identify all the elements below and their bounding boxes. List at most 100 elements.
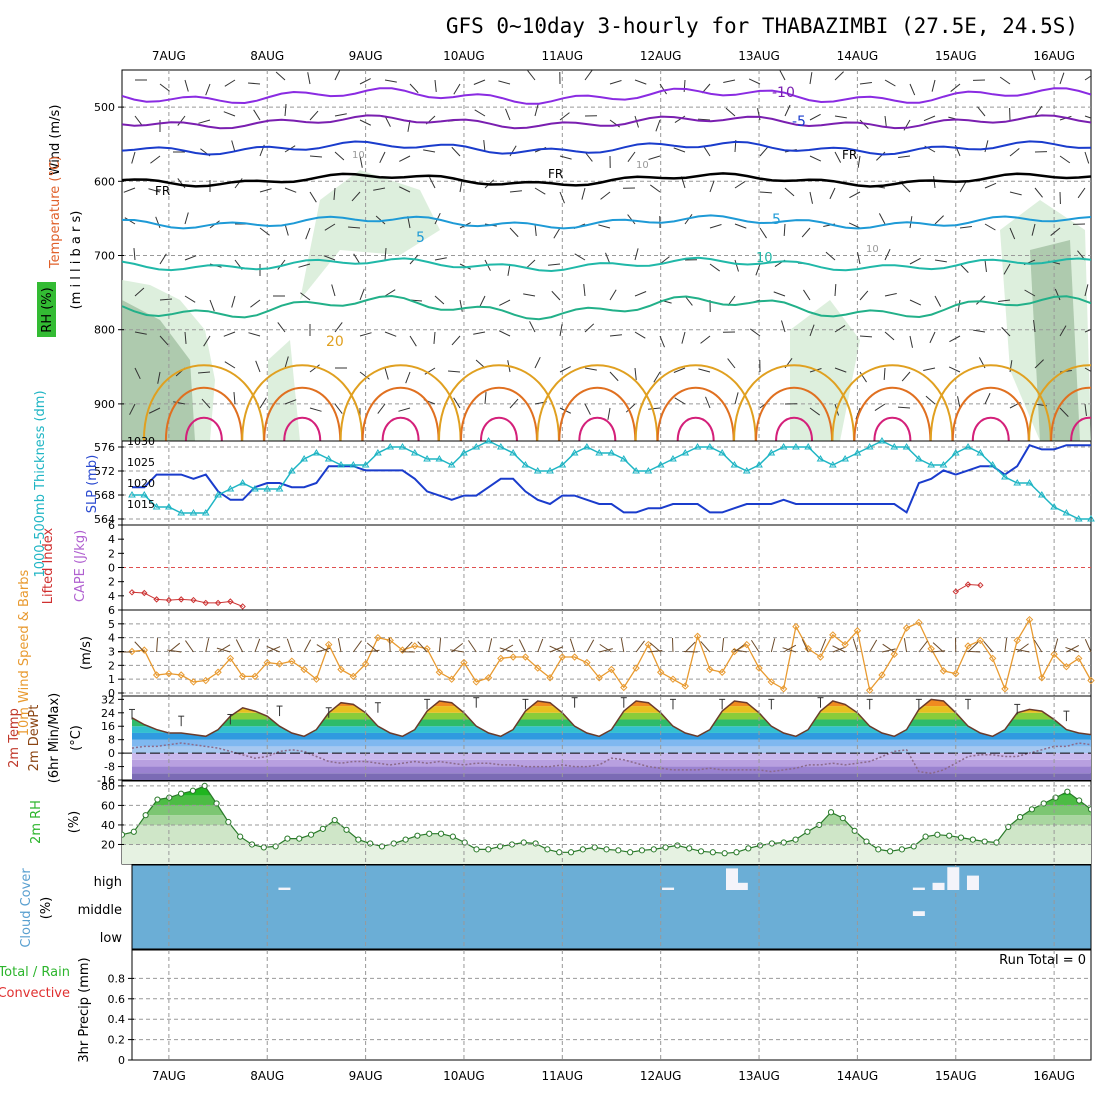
wind-barb xyxy=(801,227,811,238)
upper-temp-label: Temperature (°C) xyxy=(48,156,63,269)
slp-tick-label: 1030 xyxy=(127,435,155,448)
wind-barb xyxy=(959,263,969,273)
rh-marker xyxy=(922,833,929,840)
wind-barb xyxy=(820,638,827,653)
wind-barb xyxy=(1059,72,1065,85)
precip-total-label: Total / Rain xyxy=(0,965,70,980)
wind-barb xyxy=(609,80,622,85)
wind-speed-marker xyxy=(460,658,468,667)
wind-barb xyxy=(721,638,725,653)
thickness-marker xyxy=(865,443,874,450)
wind-barb xyxy=(584,367,597,371)
wind-barb xyxy=(468,640,477,653)
wind-tick-label: 4 xyxy=(108,632,115,645)
wind-barb xyxy=(177,115,186,126)
wind-barb xyxy=(673,367,686,373)
thickness-marker xyxy=(1001,473,1009,480)
thickness-marker xyxy=(718,449,727,456)
wind-barb xyxy=(934,259,947,263)
cloud-cover-cell xyxy=(278,887,291,890)
wind-barb xyxy=(801,639,809,653)
wind-barb xyxy=(224,361,236,369)
wind-speed-marker xyxy=(656,668,665,676)
wind-speed-marker xyxy=(546,674,554,682)
wind-barb xyxy=(184,212,189,225)
thickness-marker xyxy=(914,455,923,462)
wind-barb xyxy=(959,181,967,193)
wind-barb xyxy=(284,223,289,236)
wind-barb xyxy=(488,638,493,653)
wind-speed-marker xyxy=(288,657,296,665)
wind-speed-marker xyxy=(669,675,677,683)
slp-line xyxy=(132,443,1091,514)
wind-barb xyxy=(976,295,986,305)
wind-speed-marker xyxy=(1050,650,1058,658)
rh-marker xyxy=(355,836,362,843)
wind-barb xyxy=(584,323,595,333)
wind-barb xyxy=(254,638,261,653)
wind-barb xyxy=(523,293,536,297)
wind-barb xyxy=(599,643,612,653)
thickness-marker xyxy=(410,449,419,456)
rh-marker xyxy=(957,834,965,841)
wind-speed-marker xyxy=(189,678,198,686)
thickness-marker xyxy=(251,485,259,492)
wind-barb xyxy=(337,638,342,653)
thickness-marker xyxy=(595,449,604,456)
li-marker xyxy=(128,589,136,596)
rh-marker xyxy=(887,848,894,855)
cloud-cover-cell xyxy=(735,882,748,890)
wind-barb xyxy=(983,640,994,653)
wind-barb xyxy=(598,224,611,229)
wind-barb xyxy=(277,322,286,333)
wind-barb xyxy=(903,638,908,653)
temp-tick-label: 16 xyxy=(101,720,115,733)
rh-marker xyxy=(780,839,787,846)
wind-barb xyxy=(484,392,487,405)
wind-speed-marker xyxy=(939,667,948,675)
contour-label-fr-left: FR xyxy=(155,184,170,198)
wind-barb xyxy=(732,649,747,653)
wind-speed-marker xyxy=(251,672,259,681)
wind-barb xyxy=(518,639,526,653)
thickness-marker xyxy=(767,449,776,456)
wind-barb xyxy=(697,118,711,121)
dew2m-label: 2m DewPt xyxy=(27,705,42,772)
wind-barb xyxy=(453,83,461,95)
wind-barb xyxy=(398,186,411,193)
wind-barb xyxy=(931,79,936,92)
wind-barb xyxy=(586,639,595,653)
rh-marker xyxy=(296,835,303,842)
thickness-marker xyxy=(238,479,247,486)
wind-speed-marker xyxy=(743,640,751,649)
rh-marker xyxy=(745,845,752,852)
wind-barb xyxy=(834,283,837,297)
wind-barb xyxy=(649,184,661,193)
wind-barb xyxy=(673,147,686,153)
wind-barb xyxy=(309,110,319,121)
date-label-top: 9AUG xyxy=(349,49,383,63)
rh2m-panel: 20 40 60 80 xyxy=(101,780,1092,865)
rh-marker xyxy=(473,846,480,853)
contour-20 xyxy=(536,364,659,441)
wind-barb xyxy=(852,638,858,653)
wind-barb xyxy=(700,641,711,653)
thickness-marker xyxy=(165,503,173,510)
wind-barb xyxy=(359,119,372,126)
wind-barb xyxy=(653,371,661,383)
wind-barb xyxy=(402,641,413,653)
wind-barb xyxy=(1004,638,1008,653)
precip-panel: 0 0.2 0.4 0.6 0.8 xyxy=(108,949,1092,1067)
wind-barb xyxy=(750,639,760,653)
contour-label-fr-right: FR xyxy=(842,148,857,162)
wind-barb xyxy=(634,291,647,297)
wind-barb xyxy=(500,644,514,653)
rh-marker xyxy=(650,846,657,853)
cloud-cover-cell xyxy=(932,882,945,890)
wind-barb xyxy=(201,398,211,409)
wind-speed-marker xyxy=(534,664,542,672)
wind-barb xyxy=(148,407,161,414)
wind-barb xyxy=(359,155,363,168)
wind-barb xyxy=(627,151,636,163)
cloud-level-label: high xyxy=(94,875,122,890)
